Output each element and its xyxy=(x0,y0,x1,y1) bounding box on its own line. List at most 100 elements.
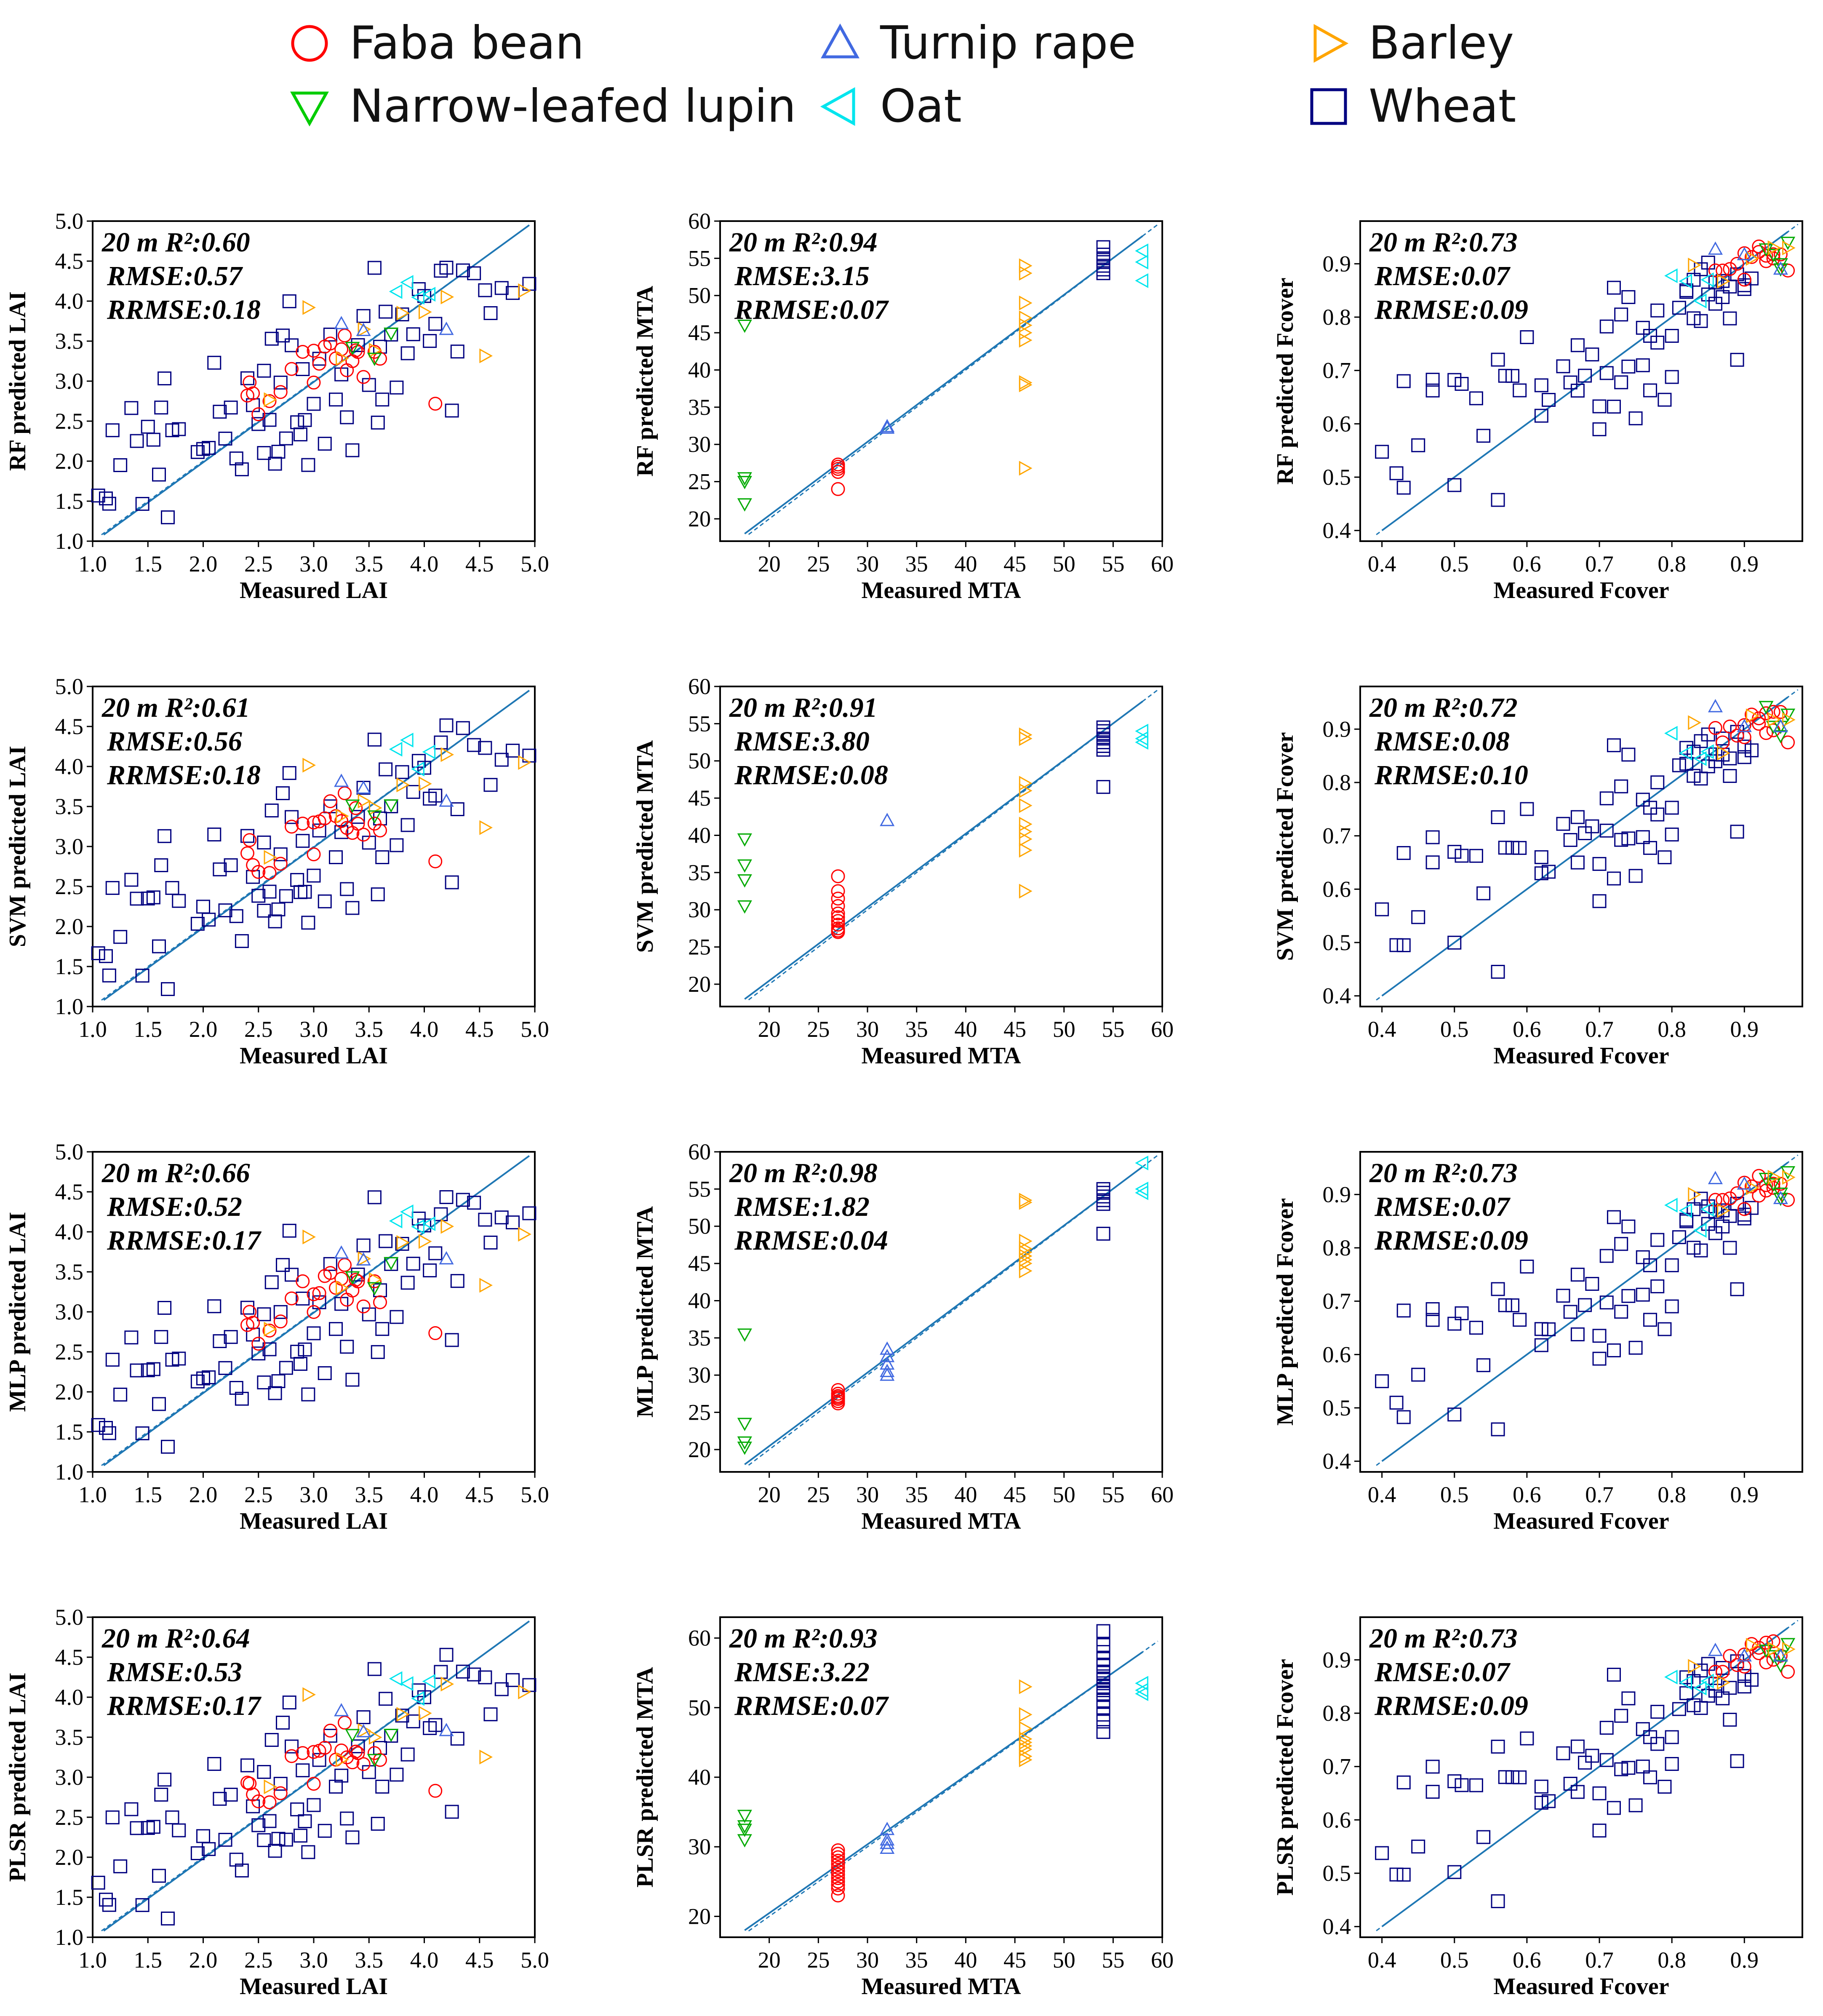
x-tick-label: 0.6 xyxy=(1513,1482,1541,1507)
lupin-point xyxy=(1773,1659,1788,1673)
wheat-point xyxy=(1425,830,1440,844)
x-tick-label: 45 xyxy=(1004,1482,1026,1507)
barley-point xyxy=(1782,240,1796,256)
wheat-point xyxy=(279,1832,293,1847)
y-axis-label: MLP predicted Fcover xyxy=(1272,1198,1298,1426)
wheat-point xyxy=(375,1779,390,1794)
y-axis-label: RF predicted Fcover xyxy=(1272,278,1298,484)
wheat-point xyxy=(390,1310,404,1324)
wheat-point xyxy=(1658,1322,1672,1336)
y-tick-label: 0.5 xyxy=(1323,930,1351,955)
oat-point xyxy=(1664,268,1678,283)
wheat-point xyxy=(1650,303,1665,318)
oat-point xyxy=(400,1676,414,1691)
faba-point xyxy=(831,465,845,479)
faba-point xyxy=(307,1287,321,1301)
wheat-point xyxy=(373,1283,387,1298)
y-axis-label: PLSR predicted LAI xyxy=(5,1673,31,1882)
wheat-point xyxy=(445,1805,459,1819)
wheat-point xyxy=(257,903,271,918)
y-tick-label: 60 xyxy=(688,208,711,234)
wheat-point xyxy=(157,1301,172,1315)
wheat-point xyxy=(202,441,216,455)
barley-point xyxy=(419,1234,432,1249)
wheat-point xyxy=(1375,1374,1389,1389)
wheat-point xyxy=(273,847,288,862)
wheat-point xyxy=(323,1729,337,1743)
barley-point xyxy=(1746,1180,1759,1195)
wheat-point xyxy=(1687,745,1701,759)
wheat-point xyxy=(102,497,116,511)
y-tick-label: 5.0 xyxy=(55,1139,84,1164)
oat-point xyxy=(1135,735,1148,750)
wheat-point xyxy=(340,1811,354,1826)
plot-frame xyxy=(1359,1151,1803,1473)
y-tick-label: 60 xyxy=(688,1139,711,1164)
wheat-point xyxy=(1096,1725,1110,1739)
faba-point xyxy=(831,1396,845,1410)
wheat-point xyxy=(301,458,315,472)
faba-point xyxy=(831,1874,845,1889)
wheat-point xyxy=(141,419,155,434)
wheat-point xyxy=(251,1818,266,1832)
faba-point xyxy=(428,1326,443,1340)
turnip-point xyxy=(439,1722,454,1736)
wheat-point xyxy=(1737,1211,1751,1226)
wheat-point xyxy=(1513,1770,1527,1784)
wheat-point xyxy=(1621,1761,1636,1775)
x-tick-label: 20 xyxy=(758,551,781,577)
barley-point xyxy=(358,793,371,809)
one-to-one-line xyxy=(101,689,531,1001)
wheat-point xyxy=(367,261,382,275)
wheat-point xyxy=(478,1212,492,1227)
turnip-point xyxy=(334,1703,349,1717)
lupin-point xyxy=(1759,701,1774,714)
y-tick-label: 35 xyxy=(688,395,711,420)
y-tick-label: 0.9 xyxy=(1323,1182,1351,1207)
wheat-point xyxy=(390,1768,404,1782)
faba-point xyxy=(831,1847,845,1861)
wheat-point xyxy=(1570,1268,1585,1282)
wheat-point xyxy=(1556,1289,1570,1303)
wheat-point xyxy=(285,1268,299,1282)
wheat-point xyxy=(282,294,296,308)
x-axis-label: Measured MTA xyxy=(862,1043,1022,1069)
wheat-point xyxy=(271,445,286,459)
wheat-point xyxy=(224,1330,238,1344)
wheat-point xyxy=(1628,1798,1643,1813)
wheat-point xyxy=(1556,359,1570,374)
faba-point xyxy=(831,1857,845,1872)
y-tick-label: 2.5 xyxy=(55,1339,84,1364)
y-tick-label: 0.5 xyxy=(1323,465,1351,490)
wheat-point xyxy=(439,1648,454,1662)
wheat-point xyxy=(296,362,310,376)
wheat-point xyxy=(207,355,222,370)
wheat-point xyxy=(161,1439,175,1454)
wheat-point xyxy=(154,1330,168,1344)
barley-point xyxy=(518,1227,531,1242)
wheat-point xyxy=(356,309,371,323)
y-tick-label: 60 xyxy=(688,1626,711,1651)
stats-label: RMSE:3.80 xyxy=(734,726,870,757)
x-axis-label: Measured LAI xyxy=(240,1043,388,1069)
scatter-plot-plsr-fcover: 0.4 0.5 0.6 0.7 0.8 0.9 0.4 0.5 0.6 0.7 0.8 0.9 Meas… xyxy=(1272,1616,1803,2000)
faba-point xyxy=(373,823,387,838)
stats-label: 20 m R²:0.60 xyxy=(101,227,250,258)
wheat-point xyxy=(1570,855,1585,870)
y-tick-label: 0.7 xyxy=(1323,823,1351,849)
regression-line xyxy=(1381,696,1788,997)
barley-point xyxy=(264,1322,278,1337)
regression-line xyxy=(103,1620,530,1932)
x-tick-label: 4.5 xyxy=(465,1947,494,1973)
wheat-point xyxy=(1491,1739,1505,1754)
barley-point xyxy=(479,1278,493,1293)
wheat-point xyxy=(1396,1303,1411,1318)
barley-point xyxy=(1717,745,1730,761)
stats-label: RMSE:0.57 xyxy=(107,261,243,291)
y-tick-label: 55 xyxy=(688,1176,711,1202)
y-tick-label: 3.0 xyxy=(55,368,84,394)
barley-point xyxy=(518,283,531,298)
turnip-point xyxy=(880,1364,895,1377)
wheat-point xyxy=(340,1340,354,1354)
wheat-point xyxy=(91,1418,105,1432)
